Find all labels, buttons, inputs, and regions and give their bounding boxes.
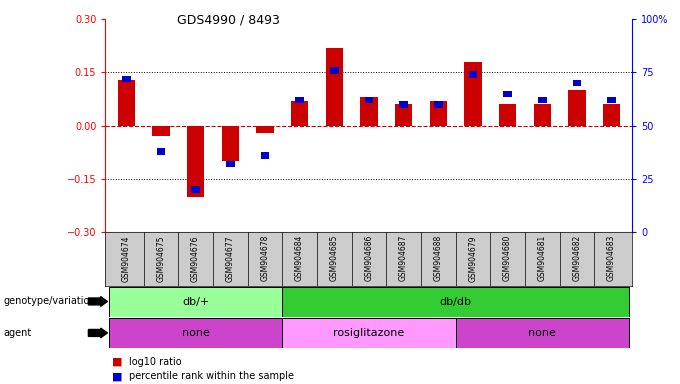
Text: GSM904682: GSM904682 [573, 235, 581, 281]
Text: GSM904688: GSM904688 [434, 235, 443, 281]
Text: GSM904684: GSM904684 [295, 235, 304, 281]
Text: ■: ■ [112, 371, 122, 381]
Bar [395, 104, 412, 126]
Bar [152, 126, 169, 136]
Bar [256, 126, 273, 133]
Bar [109, 287, 282, 317]
Bar [538, 97, 547, 103]
Bar [122, 76, 131, 82]
Text: GSM904683: GSM904683 [607, 235, 616, 281]
Bar [222, 126, 239, 161]
Text: GSM904685: GSM904685 [330, 235, 339, 281]
Bar [464, 62, 481, 126]
Bar [295, 97, 304, 103]
Bar [118, 79, 135, 126]
Bar [187, 126, 204, 197]
Text: rosiglitazone: rosiglitazone [333, 328, 405, 338]
Text: none: none [528, 328, 556, 338]
Text: GSM904677: GSM904677 [226, 235, 235, 281]
Bar [291, 101, 308, 126]
Bar [469, 71, 477, 78]
Text: GSM904681: GSM904681 [538, 235, 547, 281]
Text: percentile rank within the sample: percentile rank within the sample [129, 371, 294, 381]
Text: GDS4990 / 8493: GDS4990 / 8493 [177, 13, 279, 26]
Text: log10 ratio: log10 ratio [129, 357, 182, 367]
Bar [499, 104, 516, 126]
Text: GSM904676: GSM904676 [191, 235, 200, 281]
Text: db/+: db/+ [182, 297, 209, 307]
Bar [326, 48, 343, 126]
Bar [109, 318, 282, 348]
Bar [330, 67, 339, 74]
Bar [503, 91, 512, 97]
Bar [568, 90, 585, 126]
Bar [282, 287, 629, 317]
Bar [282, 318, 456, 348]
Bar [430, 101, 447, 126]
Bar [156, 148, 165, 154]
Text: GSM904679: GSM904679 [469, 235, 477, 281]
Bar [191, 187, 200, 193]
Text: genotype/variation: genotype/variation [3, 296, 96, 306]
Text: ■: ■ [112, 357, 122, 367]
Text: GSM904686: GSM904686 [364, 235, 373, 281]
Bar [534, 104, 551, 126]
Bar [434, 101, 443, 108]
Text: GSM904675: GSM904675 [156, 235, 165, 281]
Bar [364, 97, 373, 103]
Bar [260, 152, 269, 159]
Text: none: none [182, 328, 209, 338]
Bar [360, 98, 377, 126]
Text: agent: agent [3, 328, 32, 338]
Text: GSM904678: GSM904678 [260, 235, 269, 281]
Text: GSM904687: GSM904687 [399, 235, 408, 281]
Text: GSM904680: GSM904680 [503, 235, 512, 281]
Text: GSM904674: GSM904674 [122, 235, 131, 281]
Text: db/db: db/db [439, 297, 471, 307]
Bar [456, 318, 629, 348]
Bar [573, 80, 581, 86]
Bar [607, 97, 616, 103]
Bar [603, 104, 620, 126]
Bar [226, 161, 235, 167]
Bar [399, 101, 408, 108]
